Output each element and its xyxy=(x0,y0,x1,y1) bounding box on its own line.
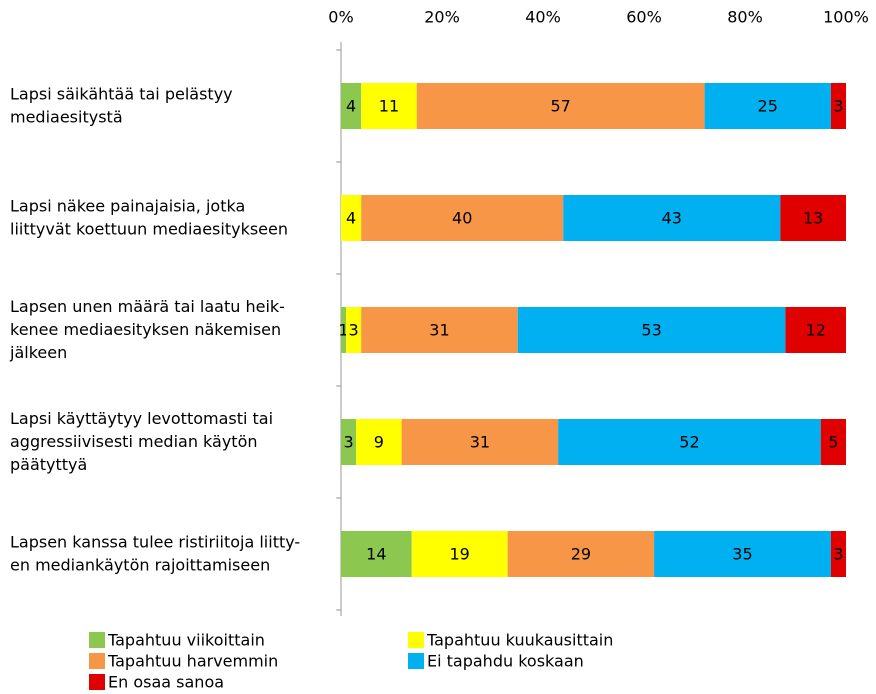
bar-segment xyxy=(785,307,846,353)
data-label: 5 xyxy=(828,433,838,452)
category-label: Lapsen kanssa tulee ristiriitoja liitty-… xyxy=(10,532,300,574)
bar-segment xyxy=(820,419,846,465)
legend-swatch xyxy=(89,674,105,690)
bar-segment xyxy=(341,83,362,129)
bar-segment xyxy=(361,83,417,129)
data-label: 35 xyxy=(732,545,752,564)
bar-segment xyxy=(416,83,705,129)
legend-swatch xyxy=(89,632,105,648)
bar-segment xyxy=(507,531,655,577)
data-label: 40 xyxy=(452,209,472,228)
x-tick-label: 0% xyxy=(328,8,353,27)
legend-label: Tapahtuu kuukausittain xyxy=(426,631,613,650)
bar-segment xyxy=(341,419,357,465)
data-label: 19 xyxy=(449,545,469,564)
data-label: 29 xyxy=(571,545,591,564)
x-tick-label: 60% xyxy=(626,8,662,27)
legend-label: Ei tapahdu koskaan xyxy=(427,652,584,671)
data-label: 31 xyxy=(470,433,490,452)
bar-segment xyxy=(830,83,846,129)
data-label: 11 xyxy=(379,97,399,116)
data-label: 4 xyxy=(346,97,356,116)
bar-segment xyxy=(517,307,786,353)
bar-segment xyxy=(830,531,846,577)
x-tick-label: 40% xyxy=(525,8,561,27)
bar-segment xyxy=(558,419,821,465)
data-label: 25 xyxy=(758,97,778,116)
bar-segment xyxy=(341,531,412,577)
data-label: 31 xyxy=(429,321,449,340)
bar-segment xyxy=(704,83,831,129)
category-label: Lapsen unen määrä tai laatu heik-kenee m… xyxy=(9,297,285,362)
data-label: 1 xyxy=(338,321,348,340)
data-label: 53 xyxy=(641,321,661,340)
bar-segment xyxy=(401,419,559,465)
category-label: Lapsi käyttäytyy levottomasti tai aggress… xyxy=(10,409,273,474)
bar-segment xyxy=(341,195,362,241)
x-tick-label: 100% xyxy=(823,8,869,27)
data-label: 3 xyxy=(349,321,359,340)
legend-label: Tapahtuu viikoittain xyxy=(107,631,265,650)
data-label: 14 xyxy=(366,545,386,564)
data-label: 3 xyxy=(833,97,843,116)
category-label: Lapsi näkee painajaisia, jotka liittyvät … xyxy=(10,196,288,238)
bar-segment xyxy=(361,307,518,353)
data-label: 43 xyxy=(662,209,682,228)
bar-segment xyxy=(356,419,402,465)
category-label: Lapsi säikähtää tai pelästyy mediaesityst… xyxy=(10,84,233,126)
bar-segment xyxy=(341,307,347,353)
bar-segment xyxy=(780,195,846,241)
data-label: 9 xyxy=(374,433,384,452)
legend-label: Tapahtuu harvemmin xyxy=(107,652,278,671)
bar-segment xyxy=(563,195,781,241)
legend-swatch xyxy=(408,632,424,648)
bar-segment xyxy=(346,307,362,353)
x-tick-label: 80% xyxy=(727,8,763,27)
data-label: 13 xyxy=(803,209,823,228)
data-label: 57 xyxy=(550,97,570,116)
legend-swatch xyxy=(89,653,105,669)
bar-segment xyxy=(361,195,564,241)
data-label: 3 xyxy=(833,545,843,564)
data-label: 12 xyxy=(806,321,826,340)
bar-segment xyxy=(411,531,508,577)
x-tick-label: 20% xyxy=(424,8,460,27)
data-label: 3 xyxy=(343,433,353,452)
bar-segment xyxy=(654,531,831,577)
legend-swatch xyxy=(408,653,424,669)
data-label: 52 xyxy=(679,433,699,452)
legend-label: En osaa sanoa xyxy=(108,673,224,692)
data-label: 4 xyxy=(346,209,356,228)
